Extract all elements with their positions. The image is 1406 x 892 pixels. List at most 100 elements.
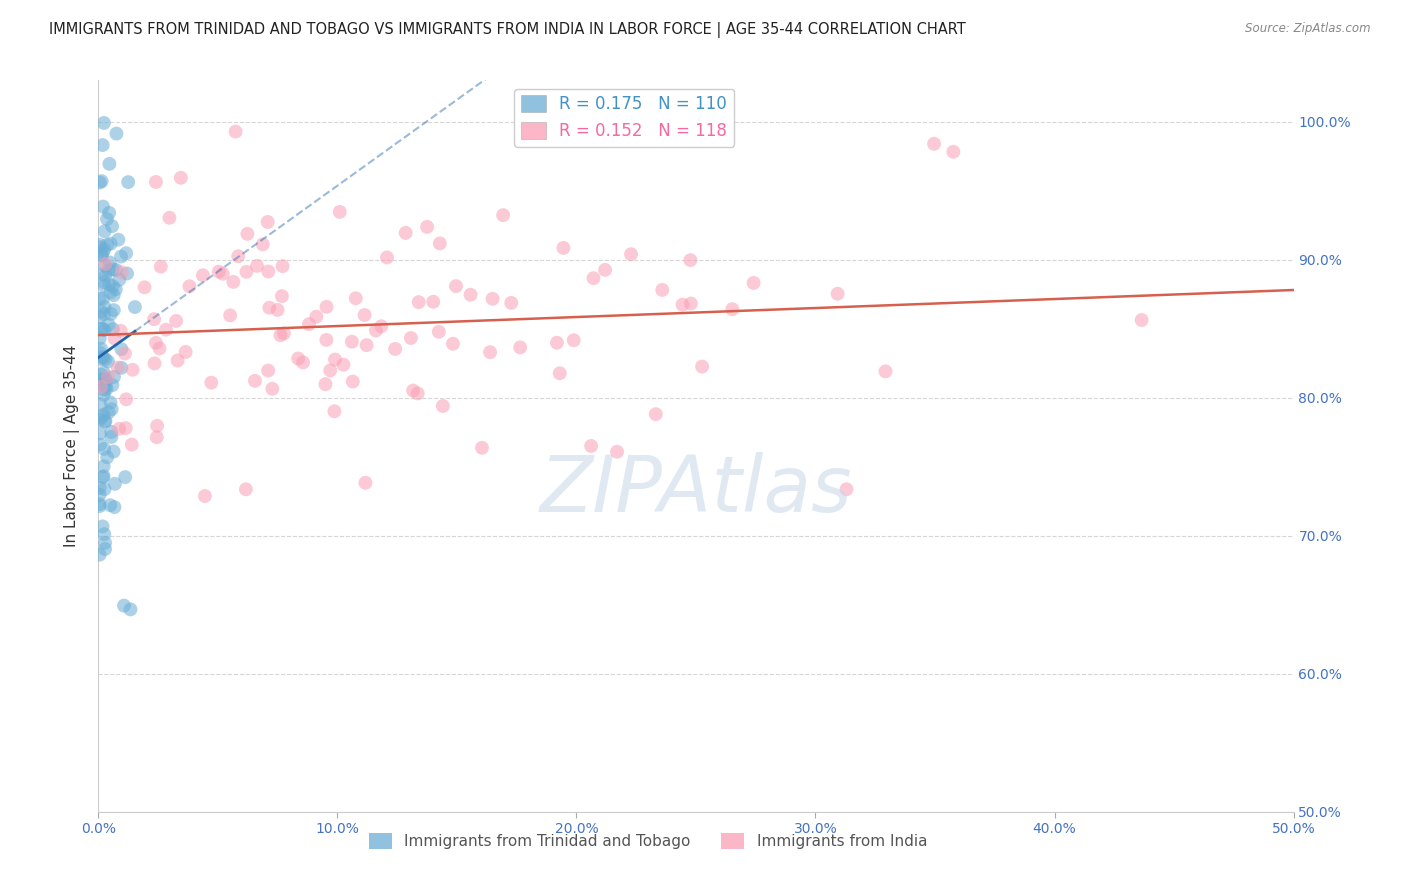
Point xyxy=(96,382,118,396)
Point xyxy=(94,379,117,393)
Point xyxy=(460,287,482,301)
Point xyxy=(103,303,125,318)
Point xyxy=(269,328,291,343)
Point xyxy=(93,366,115,380)
Point xyxy=(110,250,132,264)
Point xyxy=(115,246,138,260)
Point xyxy=(146,418,169,433)
Point xyxy=(94,372,117,386)
Point xyxy=(429,236,451,251)
Point xyxy=(89,413,111,427)
Point xyxy=(579,439,602,453)
Point xyxy=(98,263,121,277)
Point xyxy=(471,441,494,455)
Point xyxy=(200,376,222,390)
Point xyxy=(124,300,146,314)
Point xyxy=(441,336,464,351)
Point xyxy=(170,170,193,185)
Point xyxy=(104,282,127,296)
Point xyxy=(100,425,122,439)
Point xyxy=(101,262,124,277)
Point xyxy=(114,421,136,435)
Point xyxy=(91,321,114,335)
Point xyxy=(93,351,115,365)
Point xyxy=(354,475,377,490)
Point xyxy=(364,324,387,338)
Point xyxy=(942,145,965,159)
Point xyxy=(90,380,112,394)
Point xyxy=(827,286,849,301)
Point xyxy=(208,265,231,279)
Point xyxy=(93,243,115,257)
Point xyxy=(145,335,167,350)
Point xyxy=(110,360,132,375)
Point xyxy=(103,500,125,514)
Point xyxy=(90,351,112,366)
Point xyxy=(89,437,111,451)
Point xyxy=(93,224,115,238)
Point xyxy=(323,404,346,418)
Point xyxy=(93,383,115,397)
Point xyxy=(90,304,112,318)
Point xyxy=(356,338,378,352)
Point xyxy=(91,200,114,214)
Point xyxy=(273,326,295,341)
Point xyxy=(91,268,114,282)
Point xyxy=(110,324,132,338)
Point xyxy=(94,268,117,283)
Point xyxy=(107,360,129,375)
Point xyxy=(270,289,292,303)
Point xyxy=(298,317,321,331)
Point xyxy=(149,260,172,274)
Point xyxy=(93,482,115,496)
Point xyxy=(89,397,111,411)
Point xyxy=(315,333,337,347)
Point xyxy=(101,322,124,336)
Point xyxy=(91,409,114,424)
Text: IMMIGRANTS FROM TRINIDAD AND TOBAGO VS IMMIGRANTS FROM INDIA IN LABOR FORCE | AG: IMMIGRANTS FROM TRINIDAD AND TOBAGO VS I… xyxy=(49,22,966,38)
Point xyxy=(90,372,112,386)
Point xyxy=(89,426,111,441)
Point xyxy=(174,345,197,359)
Point xyxy=(155,323,177,337)
Point xyxy=(89,345,111,359)
Point xyxy=(94,536,117,550)
Point xyxy=(222,275,245,289)
Point xyxy=(262,382,284,396)
Point xyxy=(226,249,249,263)
Point xyxy=(105,127,128,141)
Point xyxy=(353,308,375,322)
Text: ZIPAtlas: ZIPAtlas xyxy=(540,452,852,528)
Point xyxy=(375,251,398,265)
Point xyxy=(342,375,364,389)
Point xyxy=(114,346,136,360)
Point xyxy=(89,332,111,346)
Point xyxy=(93,442,115,456)
Point xyxy=(562,333,585,347)
Legend: Immigrants from Trinidad and Tobago, Immigrants from India: Immigrants from Trinidad and Tobago, Imm… xyxy=(363,827,934,855)
Point xyxy=(329,205,352,219)
Point xyxy=(143,356,166,370)
Point xyxy=(121,437,143,451)
Point xyxy=(548,366,571,380)
Point xyxy=(292,355,315,369)
Point xyxy=(256,215,278,229)
Point xyxy=(89,310,111,325)
Point xyxy=(427,325,450,339)
Point xyxy=(509,341,531,355)
Point xyxy=(103,331,125,345)
Point xyxy=(93,388,115,402)
Point xyxy=(835,483,858,497)
Point xyxy=(319,363,342,377)
Point xyxy=(211,267,233,281)
Point xyxy=(97,405,120,419)
Point xyxy=(93,300,115,314)
Point xyxy=(679,253,702,268)
Point xyxy=(644,407,666,421)
Point xyxy=(399,331,422,345)
Point xyxy=(266,302,288,317)
Point xyxy=(96,212,118,227)
Point xyxy=(191,268,214,283)
Point xyxy=(90,368,112,382)
Point xyxy=(96,237,118,252)
